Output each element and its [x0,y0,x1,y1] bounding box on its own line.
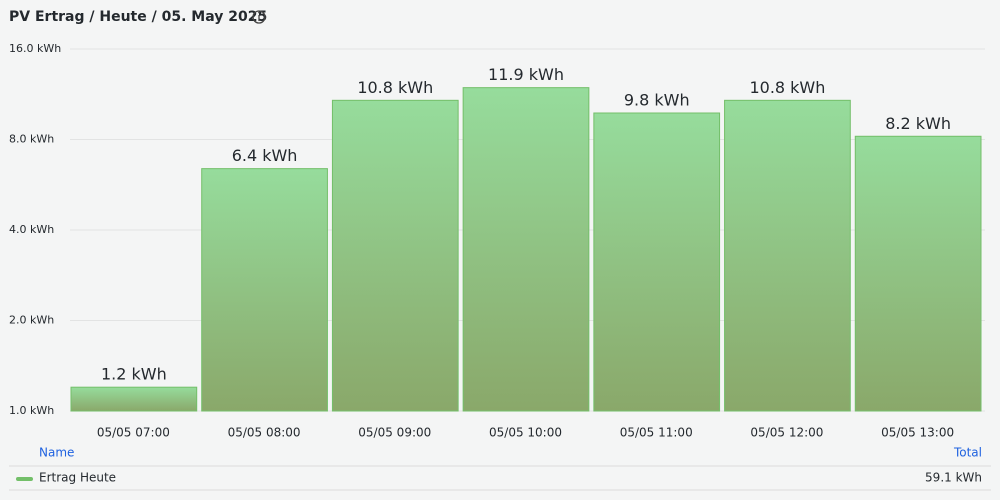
panel-title: PV Ertrag / Heute / 05. May 2025 [9,9,267,25]
x-tick-label: 05/05 09:00 [358,426,431,440]
value-label: 1.2 kWh [101,365,167,384]
y-tick-label: 1.0 kWh [9,404,54,417]
x-tick-label: 05/05 11:00 [620,426,693,440]
info-icon[interactable] [252,10,266,24]
value-label: 8.2 kWh [885,114,951,133]
bar [593,112,721,412]
x-tick-label: 05/05 12:00 [750,426,823,440]
legend-total: 59.1 kWh [925,471,982,485]
x-tick-label: 05/05 10:00 [489,426,562,440]
bar [724,99,851,412]
bar [70,386,198,412]
legend-entry[interactable]: Ertrag Heute [39,471,116,485]
y-tick-label: 4.0 kWh [9,223,54,236]
bar [462,87,590,412]
value-label: 9.8 kWh [624,91,690,110]
bar [331,99,459,412]
bar [201,168,328,412]
value-label: 11.9 kWh [488,65,564,84]
value-label: 10.8 kWh [357,78,433,97]
y-tick-label: 2.0 kWh [9,314,54,327]
y-tick-label: 16.0 kWh [9,42,61,55]
legend-header-total[interactable]: Total [953,446,982,460]
value-label: 10.8 kWh [749,78,825,97]
value-label: 6.4 kWh [232,146,298,165]
x-tick-label: 05/05 13:00 [881,426,954,440]
x-tick-label: 05/05 07:00 [97,426,170,440]
legend-header-name[interactable]: Name [39,446,74,460]
y-tick-label: 8.0 kWh [9,133,54,146]
x-tick-label: 05/05 08:00 [228,426,301,440]
bar [854,135,982,412]
